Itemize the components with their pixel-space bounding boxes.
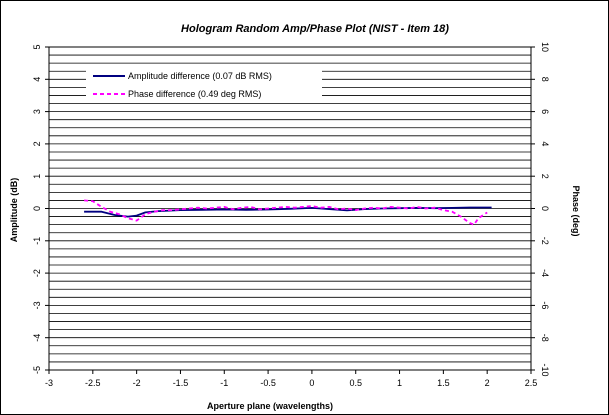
y2-tick-label: 4 [540,141,550,146]
y-tick-labels: -5 -4 -3 -2 -1 0 1 2 3 4 5 [32,44,42,374]
x-tick-label: 1 [397,378,402,388]
y2-tick-label: 10 [540,42,550,52]
y2-tick-label: 2 [540,174,550,179]
y2-axis-title: Phase (deg) [571,185,581,236]
legend-label-phase: Phase difference (0.49 deg RMS) [128,89,261,99]
y-tick-label: -2 [32,269,42,277]
legend-box [86,68,322,102]
y2-tick-label: -10 [540,363,550,376]
x-tick-label: -1 [220,378,228,388]
x-tick-label: 0 [309,378,314,388]
x-tick-label: 0.5 [349,378,362,388]
y2-tick-label: 0 [540,206,550,211]
grid-lines [49,54,531,363]
y-axis-title: Amplitude (dB) [9,178,19,243]
y2-tick-label: -8 [540,334,550,342]
y-tick-label: 2 [32,141,42,146]
x-tick-label: -2 [133,378,141,388]
y-tick-label: -1 [32,237,42,245]
y2-tick-label: -4 [540,269,550,277]
y2-tick-label: -2 [540,237,550,245]
x-tick-label: 2 [485,378,490,388]
x-tick-label: -0.5 [260,378,276,388]
x-tick-label: -3 [45,378,53,388]
y-tick-label: -5 [32,366,42,374]
y-tick-label: 4 [32,77,42,82]
y-tick-label: -3 [32,301,42,309]
y2-tick-label: -6 [540,301,550,309]
series-layer [84,199,492,226]
legend-label-amplitude: Amplitude difference (0.07 dB RMS) [128,71,272,81]
y-tick-label: 5 [32,44,42,49]
x-tick-label: -1.5 [173,378,189,388]
y-tick-label: 0 [32,206,42,211]
y2-tick-label: 8 [540,77,550,82]
legend: Amplitude difference (0.07 dB RMS) Phase… [86,68,322,102]
axis-ticks [45,46,535,374]
series-line-phase [84,199,488,226]
x-tick-label: -2.5 [85,378,101,388]
chart-title: Hologram Random Amp/Phase Plot (NIST - I… [181,23,449,35]
x-tick-label: 1.5 [437,378,450,388]
x-tick-label: 2.5 [525,378,538,388]
y-tick-label: 1 [32,174,42,179]
x-tick-labels: -3 -2.5 -2 -1.5 -1 -0.5 0 0.5 1 1.5 2 2.5 [45,378,537,388]
x-axis-title: Aperture plane (wavelengths) [207,401,333,411]
y-tick-label: 3 [32,109,42,114]
y2-tick-label: 6 [540,109,550,114]
y-tick-label: -4 [32,334,42,342]
y2-tick-labels: -10 -8 -6 -4 -2 0 2 4 6 8 10 [540,42,550,377]
